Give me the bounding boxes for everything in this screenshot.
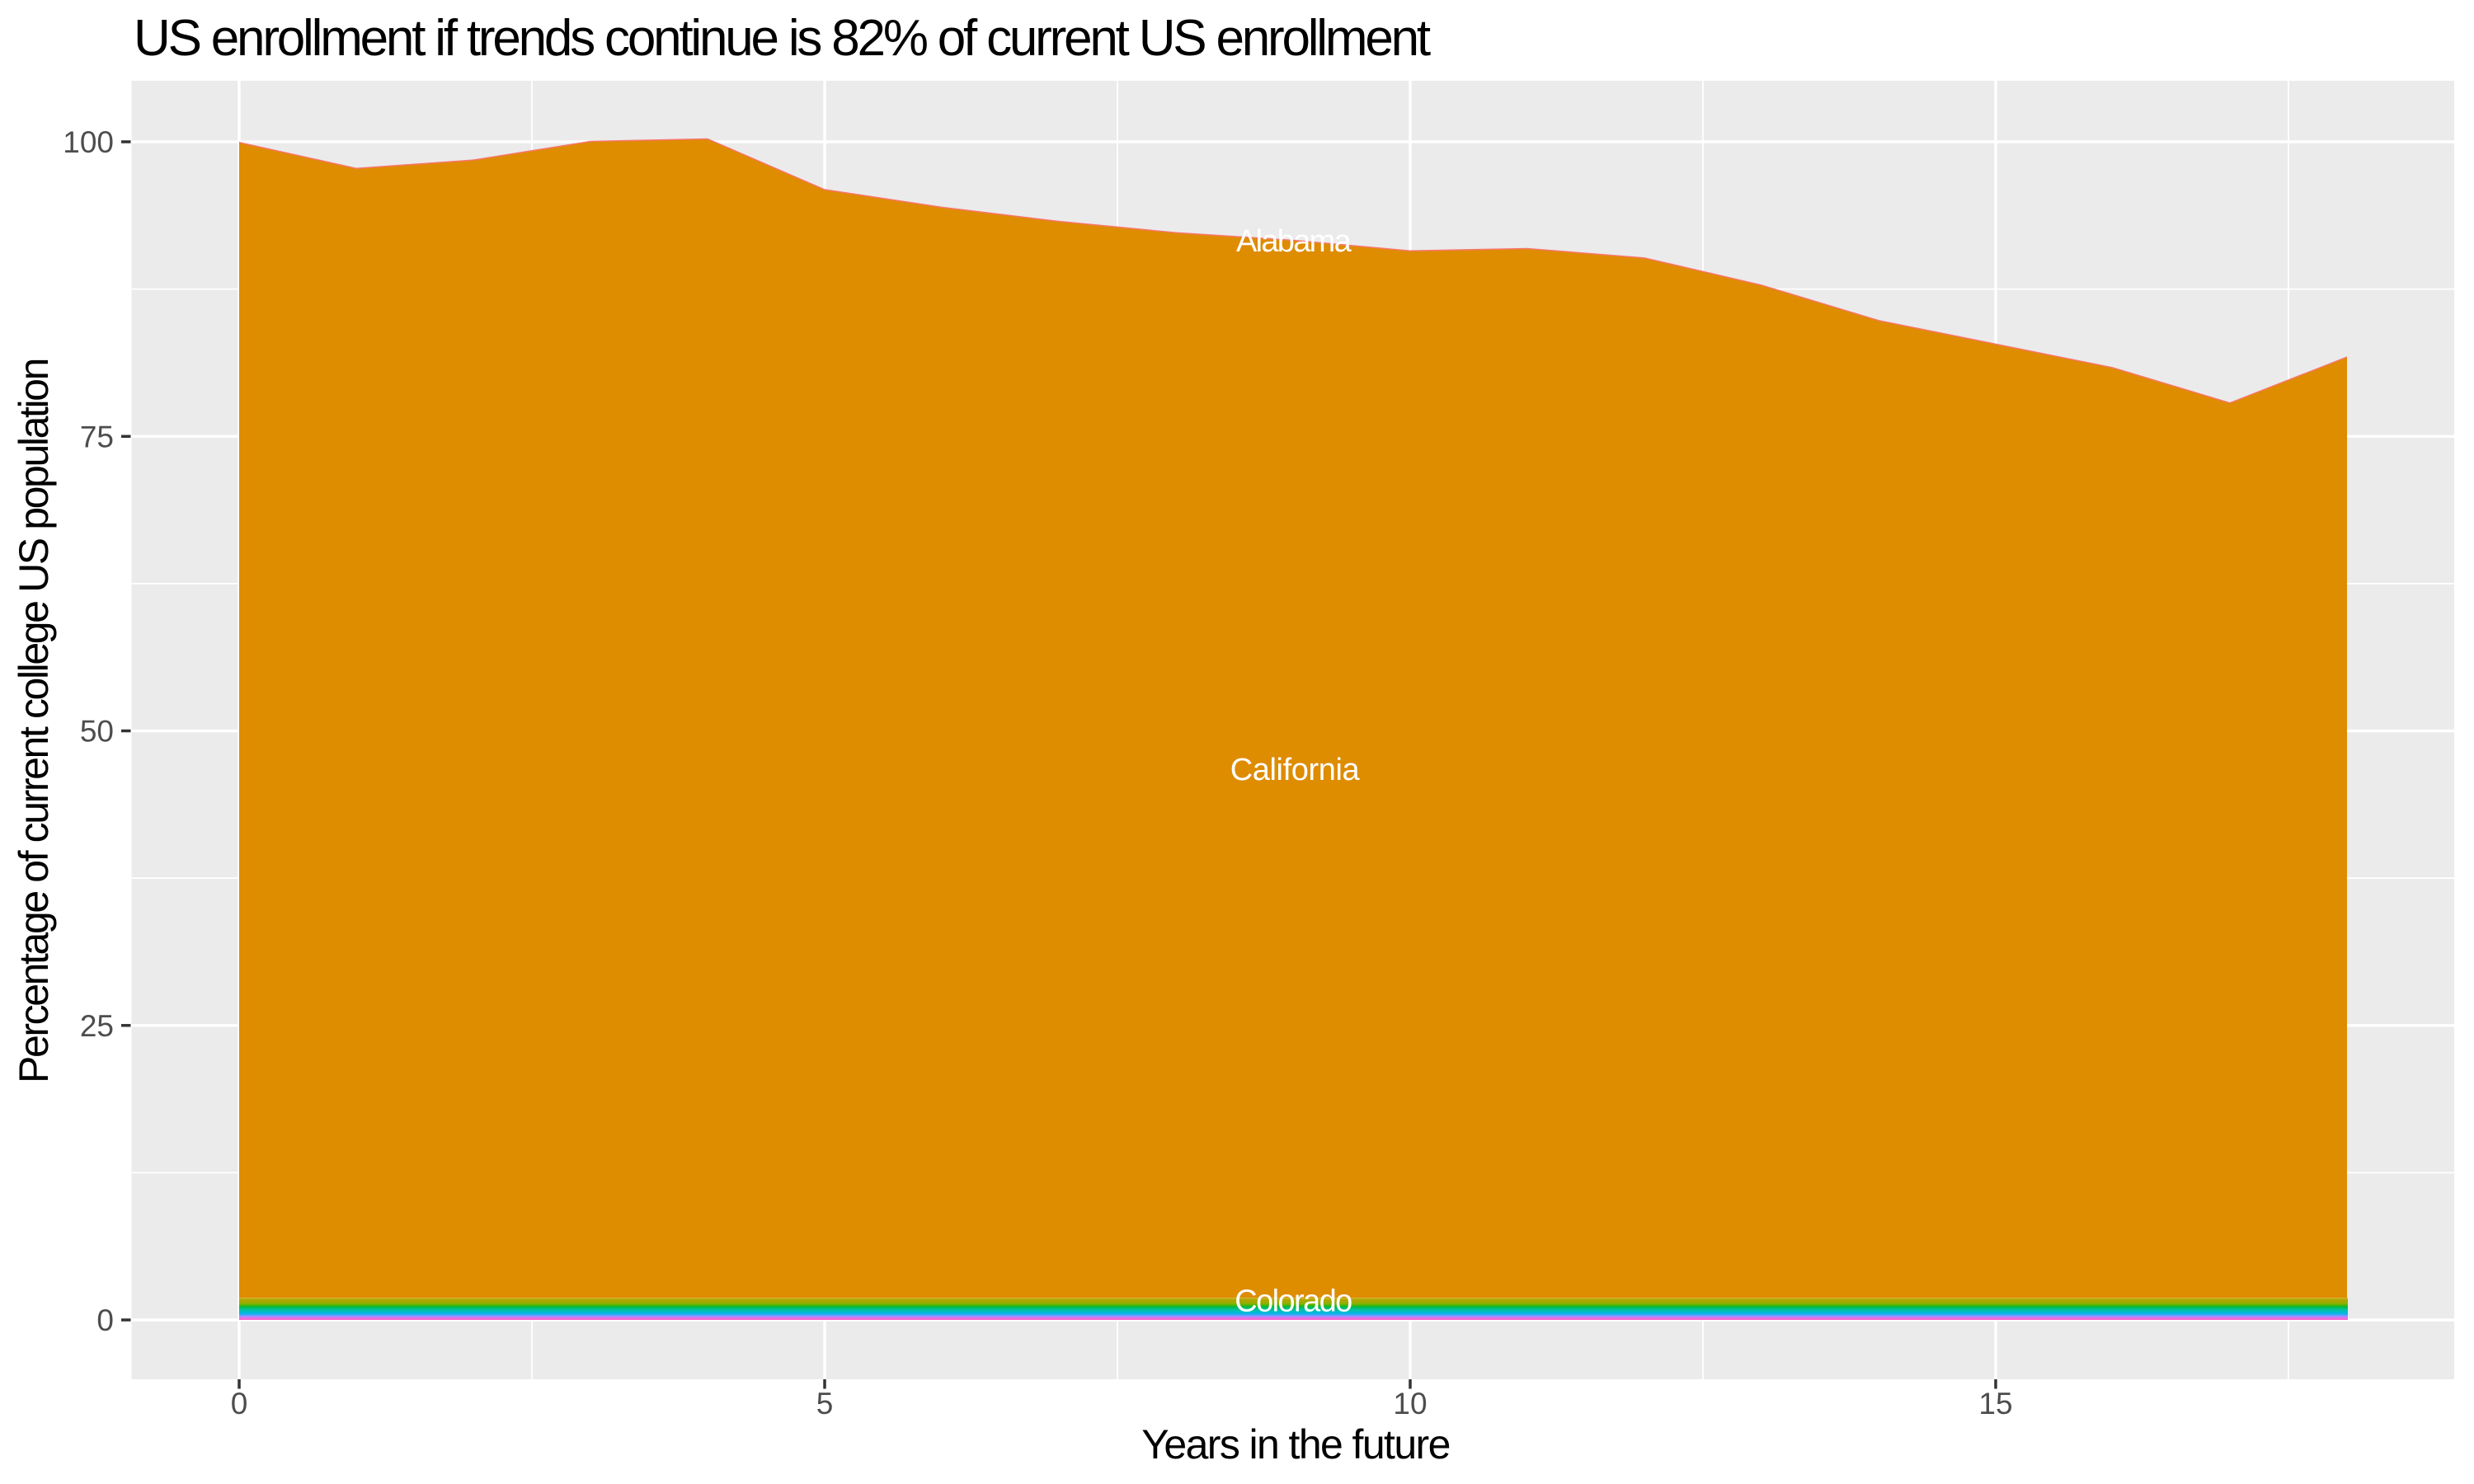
- svg-text:100: 100: [63, 125, 114, 159]
- svg-text:75: 75: [80, 420, 114, 453]
- svg-text:0: 0: [96, 1303, 114, 1337]
- svg-text:US enrollment if trends contin: US enrollment if trends continue is 82% …: [134, 10, 1431, 67]
- svg-text:Years in the future: Years in the future: [1141, 1421, 1450, 1468]
- svg-text:Colorado: Colorado: [1235, 1284, 1352, 1319]
- svg-text:5: 5: [816, 1387, 834, 1421]
- svg-text:10: 10: [1393, 1387, 1427, 1421]
- svg-text:California: California: [1230, 753, 1361, 787]
- svg-text:Alabama: Alabama: [1236, 224, 1352, 259]
- svg-text:25: 25: [80, 1009, 114, 1043]
- svg-text:Percentage of current college: Percentage of current college US populat…: [11, 359, 57, 1083]
- svg-text:50: 50: [80, 715, 114, 749]
- svg-text:15: 15: [1978, 1387, 2012, 1421]
- svg-text:0: 0: [231, 1387, 248, 1421]
